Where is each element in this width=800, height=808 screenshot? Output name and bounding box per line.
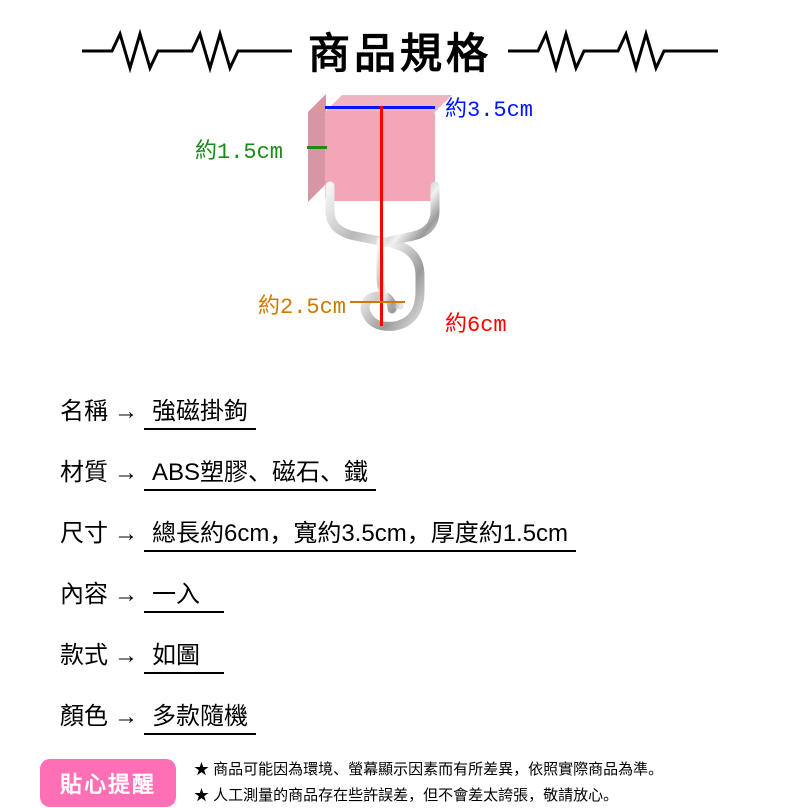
spec-value: 強磁掛鉤 xyxy=(144,391,256,430)
notes: ★ 商品可能因為環境、螢幕顯示因素而有所差異，依照實際商品為準。 ★ 人工測量的… xyxy=(194,757,760,808)
spec-row: 材質 → ABS塑膠、磁石、鐵 xyxy=(60,452,740,491)
footer: 貼心提醒 ★ 商品可能因為環境、螢幕顯示因素而有所差異，依照實際商品為準。 ★ … xyxy=(0,757,800,808)
spec-list: 名稱 → 強磁掛鉤 材質 → ABS塑膠、磁石、鐵 尺寸 → 總長約6cm，寬約… xyxy=(0,391,800,735)
spec-label: 顏色 xyxy=(60,696,108,731)
spec-arrow: → xyxy=(114,398,138,426)
product-diagram: 約3.5cm 約1.5cm 約2.5cm 約6cm xyxy=(0,81,800,381)
spec-value: ABS塑膠、磁石、鐵 xyxy=(144,452,376,491)
header: 商品規格 xyxy=(0,0,800,81)
spec-row: 尺寸 → 總長約6cm，寬約3.5cm，厚度約1.5cm xyxy=(60,513,740,552)
spec-label: 尺寸 xyxy=(60,513,108,548)
note-line: ★ 商品可能因為環境、螢幕顯示因素而有所差異，依照實際商品為準。 xyxy=(194,757,760,783)
spec-arrow: → xyxy=(114,642,138,670)
note-line: ★ 人工測量的商品存在些許誤差，但不會差太誇張，敬請放心。 xyxy=(194,783,760,808)
spec-value: 一入 xyxy=(144,574,224,613)
hookwidth-indicator xyxy=(350,301,405,303)
spec-value: 如圖 xyxy=(144,635,224,674)
spec-row: 顏色 → 多款隨機 xyxy=(60,696,740,735)
reminder-badge: 貼心提醒 xyxy=(40,759,176,807)
ekg-left-icon xyxy=(82,26,292,76)
spec-arrow: → xyxy=(114,459,138,487)
dim-height: 約6cm xyxy=(445,306,507,338)
depth-indicator xyxy=(307,146,327,149)
page-title: 商品規格 xyxy=(308,20,492,81)
spec-arrow: → xyxy=(114,703,138,731)
spec-label: 名稱 xyxy=(60,391,108,426)
spec-row: 內容 → 一入 xyxy=(60,574,740,613)
spec-label: 內容 xyxy=(60,574,108,609)
dim-depth: 約1.5cm xyxy=(195,133,283,165)
dim-width: 約3.5cm xyxy=(445,91,533,123)
spec-value: 總長約6cm，寬約3.5cm，厚度約1.5cm xyxy=(144,513,576,552)
spec-arrow: → xyxy=(114,520,138,548)
dim-hookw: 約2.5cm xyxy=(258,288,346,320)
height-indicator xyxy=(380,106,383,326)
spec-row: 款式 → 如圖 xyxy=(60,635,740,674)
spec-label: 材質 xyxy=(60,452,108,487)
spec-label: 款式 xyxy=(60,635,108,670)
spec-value: 多款隨機 xyxy=(144,696,256,735)
ekg-right-icon xyxy=(508,26,718,76)
spec-row: 名稱 → 強磁掛鉤 xyxy=(60,391,740,430)
spec-arrow: → xyxy=(114,581,138,609)
